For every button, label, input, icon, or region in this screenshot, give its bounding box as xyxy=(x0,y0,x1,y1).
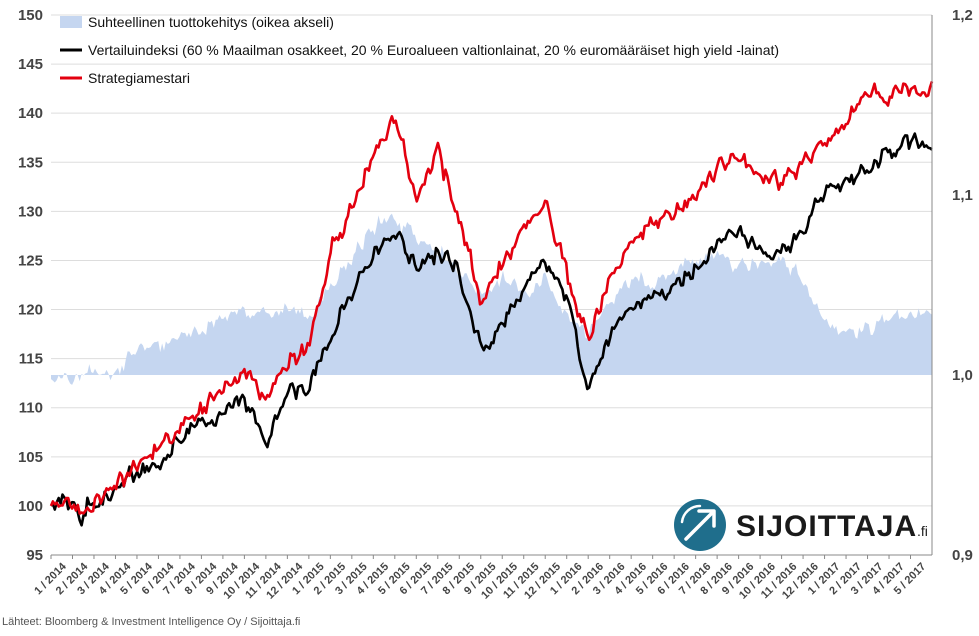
logo-text: SIJOITTAJA xyxy=(736,510,917,543)
y-left-tick-label: 110 xyxy=(19,400,43,417)
y-left-tick-label: 145 xyxy=(18,56,43,73)
logo-suffix: .fi xyxy=(917,523,928,539)
y-left-tick-label: 95 xyxy=(26,547,43,564)
relative-return-area-layer xyxy=(51,213,932,385)
source-note: Lähteet: Bloomberg & Investment Intellig… xyxy=(2,616,300,628)
y-left-tick-label: 135 xyxy=(18,154,43,171)
y-right-tick-label: 1,1 xyxy=(952,187,973,204)
arrow-up-right-icon xyxy=(680,504,716,541)
y-right-tick-label: 1,0 xyxy=(952,367,973,384)
y-right-tick-label: 1,2 xyxy=(952,7,973,24)
y-left-tick-label: 120 xyxy=(18,302,43,319)
y-left-tick-label: 125 xyxy=(18,252,43,269)
y-left-tick-label: 115 xyxy=(19,351,43,368)
legend-label: Strategiamestari xyxy=(88,70,190,86)
relative-return-area xyxy=(51,213,932,385)
legend: Suhteellinen tuottokehitys (oikea akseli… xyxy=(60,14,779,86)
strategy-line xyxy=(49,80,934,515)
y-left-tick-label: 150 xyxy=(18,7,43,24)
y-left-tick-label: 100 xyxy=(18,498,43,515)
benchmark-line xyxy=(49,132,933,527)
y-right-tick-label: 0,9 xyxy=(952,547,973,564)
y-left-tick-label: 130 xyxy=(18,203,43,220)
y-left-tick-label: 140 xyxy=(18,105,43,122)
legend-label: Suhteellinen tuottokehitys (oikea akseli… xyxy=(88,14,334,30)
y-left-tick-label: 105 xyxy=(18,449,43,466)
sijoittaja-logo: SIJOITTAJA .fi xyxy=(674,499,928,551)
legend-label: Vertailuindeksi (60 % Maailman osakkeet,… xyxy=(88,42,779,58)
series-lines-layer xyxy=(49,80,934,527)
legend-swatch-area xyxy=(60,16,82,28)
